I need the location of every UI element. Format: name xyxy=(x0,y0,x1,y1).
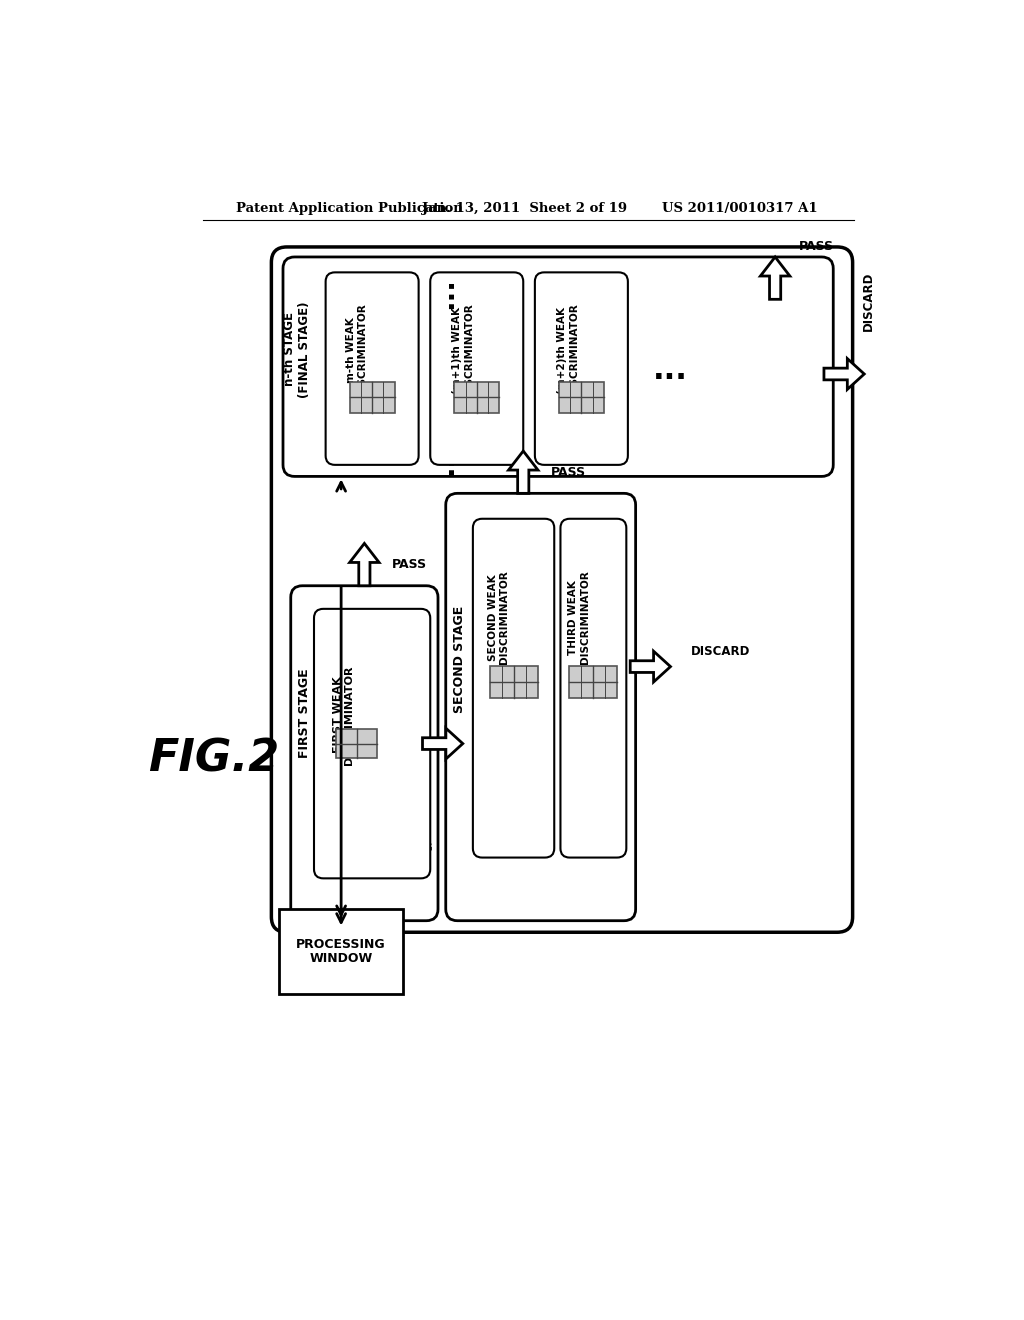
Text: FIRST WEAK
DISCRIMINATOR: FIRST WEAK DISCRIMINATOR xyxy=(333,665,354,764)
Text: INPUT
CASCADE
PROCESSING: INPUT CASCADE PROCESSING xyxy=(352,820,432,853)
FancyBboxPatch shape xyxy=(291,586,438,921)
Text: n-th STAGE
(FINAL STAGE): n-th STAGE (FINAL STAGE) xyxy=(283,301,311,397)
Text: ...: ... xyxy=(430,277,458,309)
FancyBboxPatch shape xyxy=(283,257,834,477)
Text: FIRST STAGE: FIRST STAGE xyxy=(298,668,311,758)
Text: FIG.2: FIG.2 xyxy=(147,738,279,780)
Text: PASS: PASS xyxy=(391,558,427,572)
FancyBboxPatch shape xyxy=(326,272,419,465)
Text: DISCARD: DISCARD xyxy=(861,271,874,330)
Text: PROCESSING
WINDOW: PROCESSING WINDOW xyxy=(296,937,386,965)
Bar xyxy=(455,381,500,412)
FancyBboxPatch shape xyxy=(430,272,523,465)
Text: ...: ... xyxy=(430,442,458,475)
Bar xyxy=(489,665,538,698)
Text: (m+1)th WEAK
DISCRIMINATOR: (m+1)th WEAK DISCRIMINATOR xyxy=(452,304,473,397)
Bar xyxy=(349,381,394,412)
FancyBboxPatch shape xyxy=(271,247,853,932)
Text: m-th WEAK
DISCRIMINATOR: m-th WEAK DISCRIMINATOR xyxy=(346,304,368,397)
Text: (m+2)th WEAK
DISCRIMINATOR: (m+2)th WEAK DISCRIMINATOR xyxy=(557,304,579,397)
FancyBboxPatch shape xyxy=(560,519,627,858)
FancyBboxPatch shape xyxy=(314,609,430,878)
Text: DISCARD: DISCARD xyxy=(691,644,751,657)
FancyBboxPatch shape xyxy=(473,519,554,858)
Bar xyxy=(559,381,604,412)
FancyBboxPatch shape xyxy=(535,272,628,465)
Polygon shape xyxy=(509,451,538,494)
Polygon shape xyxy=(761,257,790,300)
Bar xyxy=(569,665,617,698)
Polygon shape xyxy=(423,729,463,759)
Text: SECOND WEAK
DISCRIMINATOR: SECOND WEAK DISCRIMINATOR xyxy=(487,570,509,664)
Polygon shape xyxy=(824,359,864,389)
Text: Jan. 13, 2011  Sheet 2 of 19: Jan. 13, 2011 Sheet 2 of 19 xyxy=(422,202,628,215)
Text: PASS: PASS xyxy=(799,240,834,253)
Bar xyxy=(280,909,403,994)
Text: Patent Application Publication: Patent Application Publication xyxy=(237,202,463,215)
Text: THIRD WEAK
DISCRIMINATOR: THIRD WEAK DISCRIMINATOR xyxy=(568,570,590,664)
Text: DISCARD: DISCARD xyxy=(489,722,549,735)
Text: US 2011/0010317 A1: US 2011/0010317 A1 xyxy=(663,202,818,215)
Text: SECOND STAGE: SECOND STAGE xyxy=(454,606,466,713)
Text: ...: ... xyxy=(653,355,688,384)
Bar xyxy=(337,729,377,758)
Text: PASS: PASS xyxy=(550,466,586,479)
FancyBboxPatch shape xyxy=(445,494,636,921)
Polygon shape xyxy=(630,651,671,682)
Polygon shape xyxy=(349,544,379,586)
